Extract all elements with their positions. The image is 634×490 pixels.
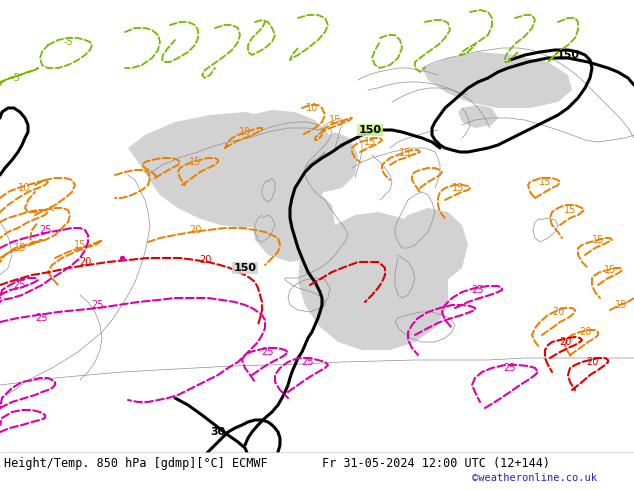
Bar (0, 453, 634, 490)
Text: 10: 10 (239, 127, 251, 137)
Text: 25: 25 (14, 280, 26, 290)
Text: 15: 15 (189, 157, 201, 167)
Polygon shape (128, 112, 330, 228)
Text: 20: 20 (199, 255, 211, 265)
Text: 150: 150 (233, 263, 257, 273)
Text: -5: -5 (10, 73, 20, 83)
Text: 25: 25 (504, 363, 516, 373)
Text: 25: 25 (472, 285, 484, 295)
Text: 30: 30 (210, 427, 226, 437)
Text: 25: 25 (39, 225, 51, 235)
Text: 15: 15 (74, 240, 86, 250)
Text: 15: 15 (14, 243, 26, 253)
Text: Fr 31-05-2024 12:00 UTC (12+144): Fr 31-05-2024 12:00 UTC (12+144) (322, 457, 550, 469)
Text: 15: 15 (539, 177, 551, 187)
Text: 25: 25 (302, 357, 314, 367)
Text: Height/Temp. 850 hPa [gdmp][°C] ECMWF: Height/Temp. 850 hPa [gdmp][°C] ECMWF (4, 457, 268, 469)
Text: 15: 15 (604, 265, 616, 275)
Polygon shape (390, 208, 468, 288)
Text: ©weatheronline.co.uk: ©weatheronline.co.uk (472, 473, 597, 483)
Text: 10: 10 (18, 183, 30, 193)
Text: 15: 15 (329, 115, 341, 125)
Text: 15: 15 (399, 148, 411, 158)
Text: -5: -5 (63, 37, 73, 47)
Polygon shape (252, 188, 335, 262)
Text: 15: 15 (592, 235, 604, 245)
Text: 25: 25 (92, 300, 104, 310)
Text: c: c (49, 203, 55, 213)
Text: 20: 20 (586, 357, 598, 367)
Polygon shape (422, 52, 572, 108)
Polygon shape (298, 212, 448, 350)
Text: 15: 15 (364, 137, 376, 147)
Polygon shape (305, 132, 358, 192)
Text: 10: 10 (306, 103, 318, 113)
Text: 150: 150 (358, 125, 382, 135)
Text: 20: 20 (552, 307, 564, 317)
Text: 20: 20 (559, 337, 571, 347)
Text: 25: 25 (36, 313, 48, 323)
Text: 20: 20 (79, 257, 91, 267)
Text: 15: 15 (564, 205, 576, 215)
Text: 150: 150 (557, 50, 579, 60)
Text: 25: 25 (262, 347, 275, 357)
Text: 15': 15' (614, 300, 630, 310)
Text: 20: 20 (579, 327, 591, 337)
Text: 20: 20 (189, 225, 201, 235)
Polygon shape (240, 110, 335, 182)
Text: 15: 15 (452, 183, 464, 193)
Polygon shape (458, 105, 498, 128)
